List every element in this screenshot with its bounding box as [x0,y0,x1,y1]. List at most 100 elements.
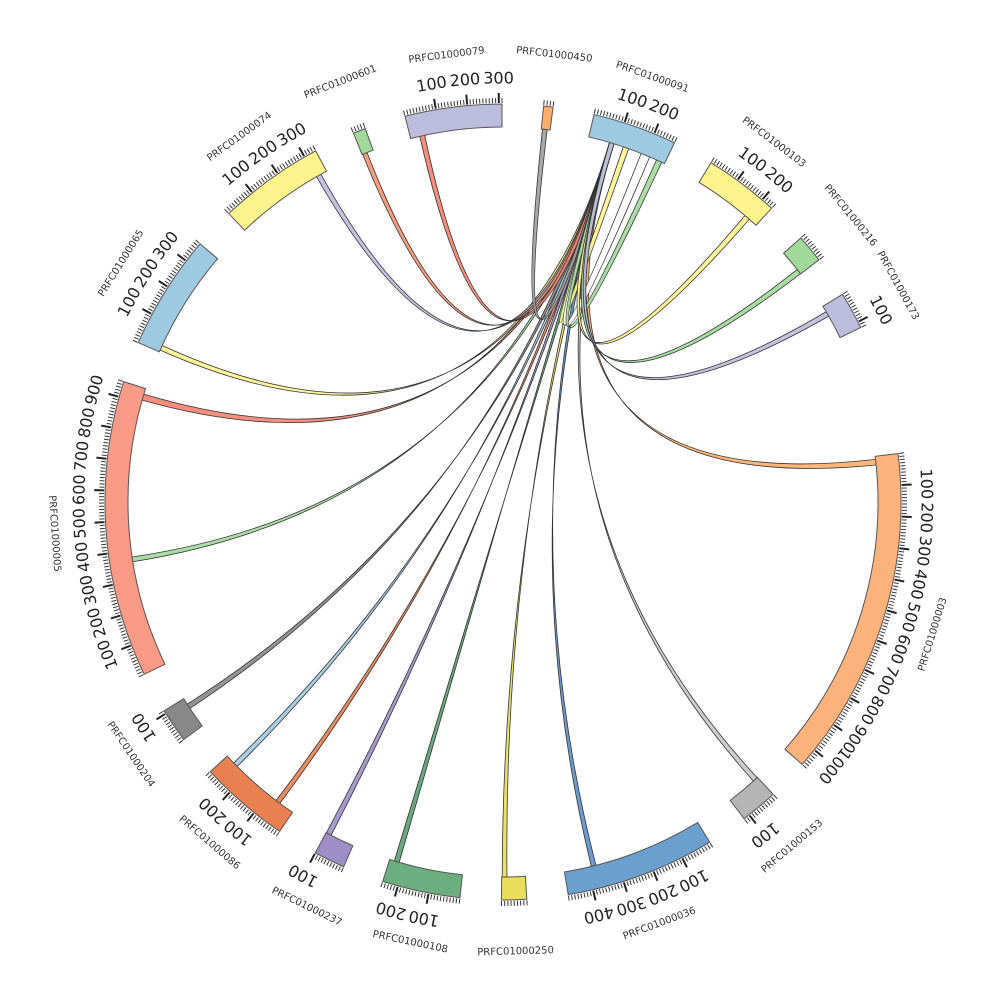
ideogram-prfc01000153[interactable] [729,776,774,820]
tick-label: 700 [70,440,92,472]
tick-mark [838,716,844,721]
tick-mark [320,857,324,863]
tick-mark [356,125,360,131]
tick-mark [101,543,107,546]
tick-mark [633,120,636,126]
tick-mark [657,129,660,135]
tick-mark [745,180,749,186]
ideogram-prfc01000086[interactable] [209,755,294,833]
tick-mark [659,868,662,874]
tick-mark [674,137,678,143]
tick-mark [402,888,405,894]
ideogram-prfc01000103[interactable] [698,162,773,226]
tick-mark [106,422,112,425]
tick-mark [837,719,842,723]
tick-mark [756,809,761,814]
ideogram-prfc01000601[interactable] [352,127,374,156]
tick-label: 300 [483,68,514,87]
tick-mark [267,826,272,832]
tick-mark [893,585,899,588]
tick-mark [105,575,111,577]
tick-mark [887,606,893,610]
ideogram-prfc01000173[interactable] [822,293,862,339]
ideogram-prfc01000237[interactable] [314,831,354,868]
tick-mark [754,811,759,816]
tick-mark [245,189,250,195]
ideogram-prfc01000091[interactable] [588,113,676,165]
ideogram-prfc01000204[interactable] [163,698,203,741]
tick-mark [716,160,721,166]
tick-mark [583,892,586,898]
tick-mark [665,133,669,139]
ideogram-prfc01000065[interactable] [137,243,219,353]
ideogram-prfc01000079[interactable] [404,103,503,140]
tick-mark [97,552,108,556]
ideogram-prfc01000108[interactable] [382,858,463,899]
tick-mark [605,887,608,893]
tick-mark [747,182,752,188]
links-layer [131,128,877,878]
segment-label-prfc01000065: PRFC01000065 [96,228,146,299]
tick-mark [606,111,609,117]
ideogram-prfc01000074[interactable] [228,150,328,231]
tick-mark [768,798,773,804]
tick-mark [811,245,817,250]
tick-mark [543,100,545,106]
tick-mark [240,193,245,199]
tick-mark [690,853,694,859]
ideogram-prfc01000036[interactable] [563,821,711,896]
ideogram-prfc01000216[interactable] [782,237,820,275]
labels-layer: PRFC01000003PRFC01000153PRFC01000036PRFC… [46,45,950,958]
tick-mark [148,308,153,312]
tick-mark [334,864,338,870]
tick-mark [386,884,389,890]
ticks-layer: 1002003004005006007008009001000100100200… [69,68,937,930]
link-prfc01000250-3[interactable] [501,141,615,878]
tick-mark [650,872,653,878]
tick-mark [856,686,862,690]
tick-mark [102,583,113,588]
tick-mark [209,776,215,781]
tick-mark [857,315,863,320]
tick-mark [392,885,396,891]
ideogram-prfc01000250[interactable] [501,875,528,901]
link-prfc01000086-7[interactable] [233,141,615,768]
tick-mark [389,884,392,891]
tick-mark [595,889,598,895]
tick-mark [242,807,247,812]
tick-mark [133,336,139,340]
tick-mark [890,594,896,597]
ideogram-prfc01000005[interactable] [104,381,166,675]
tick-mark [846,296,852,300]
tick-mark [230,796,235,801]
tick-mark [359,123,363,129]
tick-label: 400 [582,902,616,927]
tick-mark [862,675,868,679]
tick-mark [138,674,144,678]
tick-mark [879,634,885,637]
tick-label: 100 [220,816,256,850]
tick-mark [243,191,248,197]
tick-mark [273,830,277,835]
tick-mark [266,174,270,179]
tick-mark [107,416,114,419]
ideogram-prfc01000450[interactable] [540,105,554,131]
tick-mark [131,659,137,663]
tick-mark [121,644,132,651]
link-prfc01000204-8[interactable] [186,141,615,709]
tick-mark [817,253,823,258]
tick-label: 100 [285,860,321,891]
tick-mark [875,643,881,646]
tick-mark [216,783,221,788]
ideogram-prfc01000003[interactable] [784,452,902,766]
tick-mark [816,747,822,752]
tick-mark [212,778,217,784]
tick-mark [158,710,164,715]
tick-mark [149,305,155,309]
tick-mark [228,794,233,799]
tick-mark [159,288,165,293]
tick-mark [899,458,905,461]
tick-mark [642,123,645,129]
tick-mark [853,691,859,696]
tick-mark [195,239,200,244]
